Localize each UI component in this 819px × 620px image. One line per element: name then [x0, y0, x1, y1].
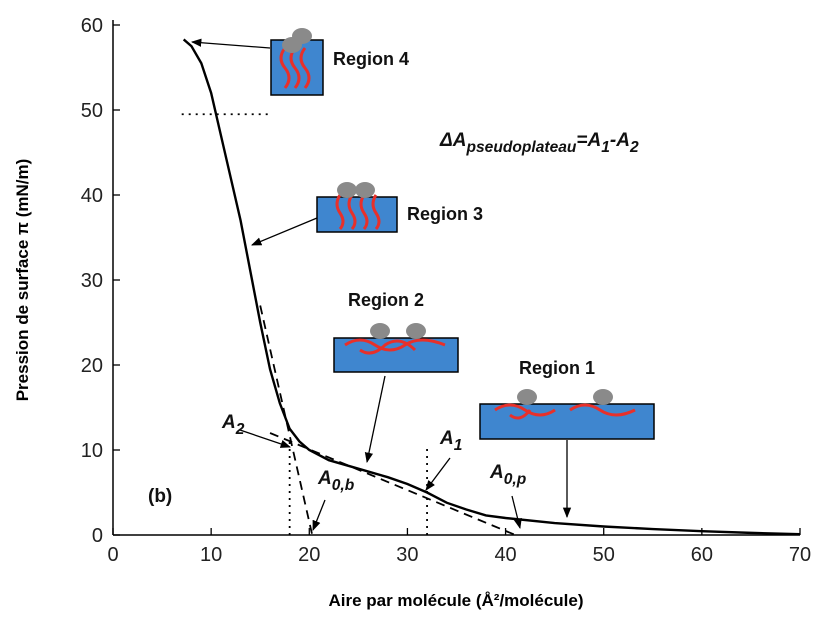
headgroup: [292, 28, 312, 44]
y-tick-label: 30: [81, 270, 103, 292]
subscript: 2: [629, 139, 639, 156]
chain: [347, 194, 357, 230]
illustrations: [190, 28, 655, 531]
arrow: [239, 429, 291, 448]
y-tick-label: 0: [92, 525, 103, 547]
annotation: A0,p: [489, 462, 527, 488]
annotation-text: (b): [148, 486, 172, 507]
arrow: [425, 457, 451, 491]
curve: [259, 305, 314, 536]
arrow: [251, 217, 318, 246]
y-tick-label: 40: [81, 185, 103, 207]
arrow: [511, 495, 522, 530]
annotation: Region 1: [519, 358, 595, 378]
annotation: Region 4: [333, 49, 409, 69]
arrow: [190, 38, 271, 49]
x-tick-label: 70: [789, 544, 811, 566]
x-tick-label: 10: [200, 544, 222, 566]
subphase: [479, 403, 655, 440]
subscript: 0,b: [332, 477, 355, 494]
subscript: pseudoplateau: [465, 139, 576, 156]
chain: [371, 194, 381, 230]
chain: [335, 194, 345, 230]
annotation-text: =A: [576, 130, 601, 151]
y-tick-label: 20: [81, 355, 103, 377]
chain: [359, 339, 417, 355]
chain: [359, 194, 369, 230]
headgroup: [593, 389, 613, 405]
annotation: ΔApseudoplateau=A1-A2: [439, 130, 639, 156]
chain: [279, 47, 291, 89]
x-tick-label: 40: [494, 544, 516, 566]
subscript: 1: [454, 437, 463, 454]
x-tick-label: 0: [107, 544, 118, 566]
annotation-text: Region 2: [348, 290, 424, 310]
annotation: Region 2: [348, 290, 424, 310]
chain: [509, 409, 532, 420]
curve: [182, 38, 801, 536]
annotation-text: A: [317, 468, 332, 489]
x-tick-label: 60: [691, 544, 713, 566]
x-tick-label: 20: [298, 544, 320, 566]
y-tick-label: 60: [81, 15, 103, 37]
annotation-text: A: [221, 412, 236, 433]
annotation: A2: [221, 412, 245, 438]
annotation-text: ΔA: [439, 130, 466, 151]
annotation-text: A: [489, 462, 504, 483]
subscript: 1: [601, 139, 610, 156]
x-axis-label: Aire par molécule (Å²/molécule): [328, 591, 583, 610]
annotation: A0,b: [317, 468, 355, 494]
subphase: [316, 196, 398, 233]
chain: [569, 403, 636, 417]
headgroup: [517, 389, 537, 405]
y-axis-label: Pression de surface π (mN/m): [13, 159, 32, 402]
chain: [494, 403, 556, 417]
y-tick-label: 50: [81, 100, 103, 122]
headgroup: [355, 182, 375, 198]
annotation: Region 3: [407, 204, 483, 224]
annotation-text: Region 3: [407, 204, 483, 224]
annotation: A1: [439, 428, 462, 454]
chain: [289, 47, 301, 89]
annotation-text: -A: [610, 130, 630, 151]
x-tick-label: 50: [593, 544, 615, 566]
annotation-text: A: [439, 428, 454, 449]
subscript: 0,p: [504, 471, 527, 488]
y-tick-label: 10: [81, 440, 103, 462]
headgroup: [337, 182, 357, 198]
arrow: [312, 499, 326, 531]
headgroup: [370, 323, 390, 339]
headgroup: [406, 323, 426, 339]
x-tick-label: 30: [396, 544, 418, 566]
subscript: 2: [235, 421, 245, 438]
arrow: [364, 375, 386, 464]
chain: [299, 47, 311, 89]
annotation-text: Region 4: [333, 49, 409, 69]
annotation-text: Region 1: [519, 358, 595, 378]
annotation: (b): [148, 486, 172, 507]
chain: [344, 338, 446, 352]
